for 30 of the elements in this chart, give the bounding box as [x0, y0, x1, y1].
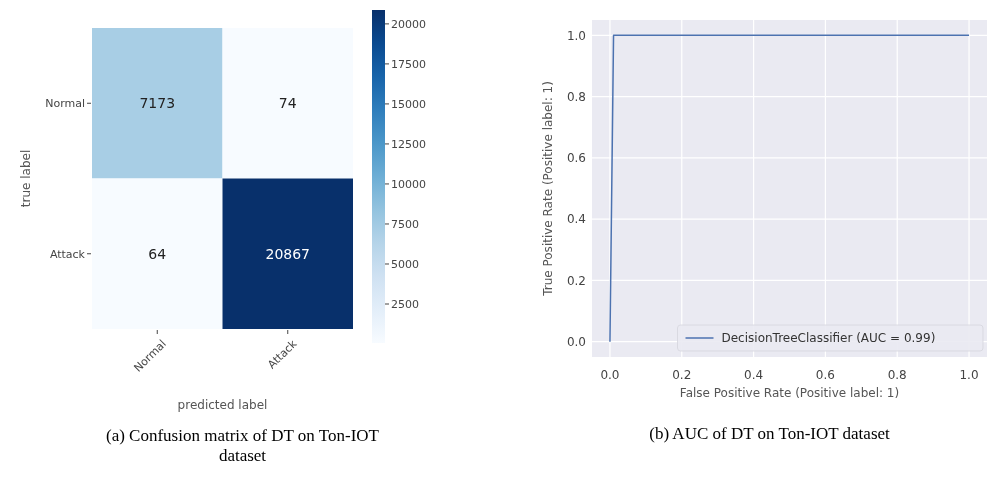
- text: (b) AUC of DT on Ton-IOT dataset: [649, 424, 891, 443]
- y-tick-label: 0.4: [566, 212, 586, 227]
- y-axis-title: true label: [19, 149, 33, 208]
- x-tick-label: 0.4: [744, 368, 764, 382]
- x-tick-label: 0.0: [600, 368, 620, 382]
- x-tick-label: 0.2: [672, 368, 692, 382]
- x-tick-label: 0.8: [887, 368, 907, 382]
- color-bar-label: 15000: [391, 97, 426, 111]
- data-label: 74: [278, 95, 297, 112]
- color-bar-label: 10000: [391, 177, 426, 191]
- y-tick-label: 0.6: [566, 151, 586, 166]
- color-bar-label: 17500: [391, 57, 426, 71]
- y-axis-title: True Positive Rate (Positive label: 1): [541, 81, 555, 297]
- y-tick-label: 1.0: [566, 28, 586, 43]
- color-bar-label: 12500: [391, 137, 426, 151]
- color-bar-label: 20000: [391, 17, 426, 31]
- color-bar-label: 7500: [391, 217, 419, 231]
- data-label: 64: [148, 245, 167, 262]
- data-label: 20867: [265, 245, 311, 262]
- y-tick-label: 0.8: [566, 89, 586, 104]
- color-bar-label: 5000: [391, 257, 419, 271]
- legend-label: DecisionTreeClassifier (AUC = 0.99): [721, 331, 936, 346]
- data-label: 7173: [139, 95, 176, 112]
- text: (a) Confusion matrix of DT on Ton-IOT dataset: [106, 426, 380, 465]
- x-tick-label: 1.0: [959, 368, 979, 382]
- x-axis-title: False Positive Rate (Positive label: 1): [679, 386, 900, 400]
- color-bar-label: 2500: [391, 297, 419, 311]
- x-tick-label: 0.6: [815, 368, 835, 382]
- x-axis-title: predicted label: [177, 398, 268, 412]
- y-tick-label: 0.2: [566, 273, 586, 288]
